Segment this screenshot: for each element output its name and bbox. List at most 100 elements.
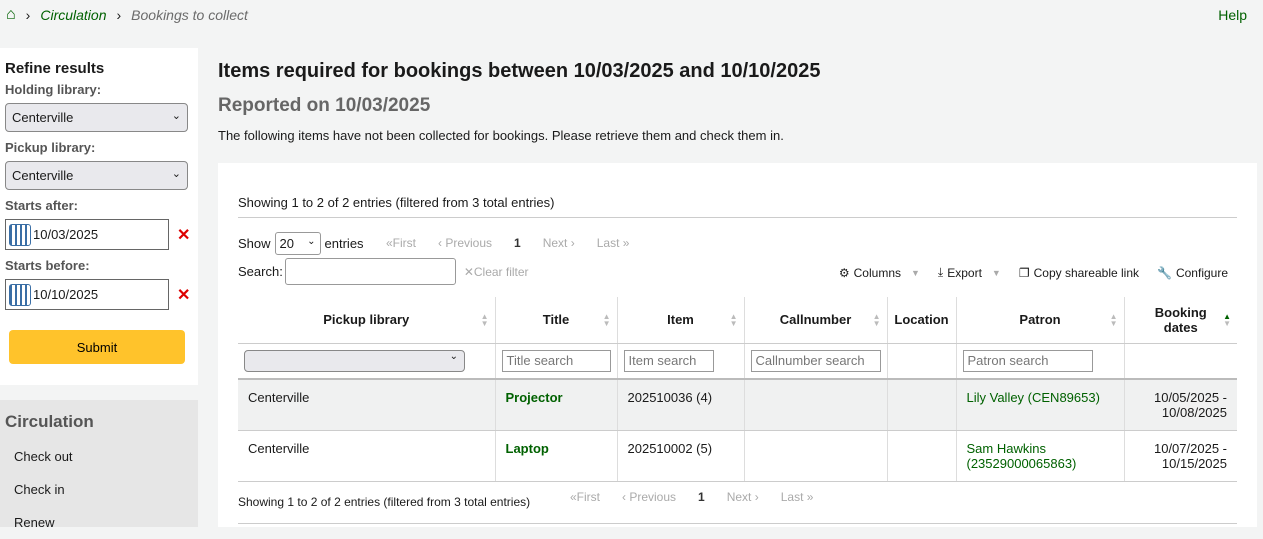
sort-icon: ▲ ▼ bbox=[602, 312, 611, 328]
nav-renew[interactable]: Renew bbox=[14, 515, 55, 530]
columns-button[interactable]: ⚙ Columns ▼ bbox=[839, 265, 920, 280]
header-label: Callnumber bbox=[779, 312, 852, 328]
header-label: Item bbox=[667, 312, 694, 328]
calendar-icon[interactable] bbox=[9, 223, 31, 246]
pickup-library-select[interactable]: Centerville ⌄ bbox=[5, 161, 188, 190]
header-label: Booking dates bbox=[1154, 304, 1207, 335]
starts-after-input[interactable]: 10/03/2025 bbox=[5, 219, 169, 250]
header-patron[interactable]: Patron ▲ ▼ bbox=[955, 297, 1124, 344]
header-title[interactable]: Title ▲ ▼ bbox=[494, 297, 617, 344]
starts-after-value: 10/03/2025 bbox=[33, 227, 99, 242]
filter-patron[interactable]: Patron search bbox=[962, 349, 1093, 372]
cell-item: 202510002 (5) bbox=[616, 430, 744, 482]
bookings-table: Pickup library ▲ ▼ Title ▲ ▼ Item ▲ ▼ Callnumb… bbox=[238, 297, 1237, 482]
refine-results-panel: Refine results Holding library: Centervi… bbox=[0, 48, 198, 385]
chevron-down-icon: ⌄ bbox=[244, 349, 465, 372]
patron-link[interactable]: Sam Hawkins (23529000065863) bbox=[966, 441, 1077, 471]
chevron-down-icon: ⌄ bbox=[171, 110, 181, 122]
pickup-library-value: Centerville bbox=[12, 168, 74, 183]
filter-item[interactable]: Item search bbox=[623, 349, 714, 372]
sort-icon: ▲ ▼ bbox=[480, 312, 489, 328]
refine-title: Refine results bbox=[5, 60, 105, 77]
title-link[interactable]: Projector bbox=[505, 390, 563, 405]
cell-location bbox=[886, 430, 956, 482]
header-booking-dates[interactable]: Booking dates ▲ ▼ bbox=[1123, 297, 1237, 344]
calendar-icon[interactable] bbox=[9, 283, 31, 306]
download-icon: ⤓ bbox=[937, 265, 944, 279]
dates-end: 10/08/2025 bbox=[1161, 405, 1227, 420]
pager-first-bottom[interactable]: «First bbox=[570, 490, 600, 504]
search-label: Search: bbox=[238, 264, 283, 279]
help-link[interactable]: Help bbox=[1218, 7, 1247, 23]
home-icon[interactable]: ⌂ bbox=[6, 6, 16, 23]
table-row: Centerville Laptop 202510002 (5) Sam Haw… bbox=[238, 430, 1237, 482]
configure-button[interactable]: 🔧 Configure bbox=[1157, 265, 1228, 280]
cell-item: 202510036 (4) bbox=[616, 379, 744, 431]
holding-library-value: Centerville bbox=[12, 110, 74, 125]
configure-label: Configure bbox=[1175, 265, 1228, 280]
pager-last-bottom[interactable]: Last » bbox=[780, 490, 814, 504]
divider bbox=[238, 523, 1237, 524]
clear-date-icon[interactable]: ✕ bbox=[177, 226, 191, 244]
cell-callnumber bbox=[743, 379, 887, 431]
pickup-library-label: Pickup library: bbox=[5, 140, 96, 155]
page-size-select[interactable]: 20 ⌄ bbox=[274, 232, 321, 255]
starts-before-input[interactable]: 10/10/2025 bbox=[5, 279, 169, 310]
clear-date-icon[interactable]: ✕ bbox=[177, 286, 191, 304]
description: The following items have not been collec… bbox=[218, 128, 784, 143]
pager-previous[interactable]: ‹ Previous bbox=[438, 236, 493, 250]
show-label: Show bbox=[238, 236, 271, 251]
header-pickup-library[interactable]: Pickup library ▲ ▼ bbox=[238, 297, 495, 344]
filter-title[interactable]: Title search bbox=[501, 349, 611, 372]
submit-button[interactable]: Submit bbox=[9, 330, 185, 364]
breadcrumb: ⌂ › Circulation › Bookings to collect bbox=[6, 6, 248, 24]
divider bbox=[238, 217, 1237, 218]
chevron-down-icon: ⌄ bbox=[171, 168, 181, 180]
nav-check-in[interactable]: Check in bbox=[14, 482, 65, 497]
header-location: Location bbox=[886, 297, 956, 344]
filter-location-empty bbox=[886, 343, 956, 380]
pager-previous-bottom[interactable]: ‹ Previous bbox=[622, 490, 677, 504]
results-panel: Showing 1 to 2 of 2 entries (filtered fr… bbox=[218, 163, 1257, 527]
caret-down-icon: ▼ bbox=[991, 267, 1001, 278]
sort-icon: ▲ ▼ bbox=[872, 312, 881, 328]
filter-callnumber[interactable]: Callnumber search bbox=[750, 349, 881, 372]
pager-next[interactable]: Next › bbox=[542, 236, 575, 250]
export-button[interactable]: ⤓ Export ▼ bbox=[938, 265, 1001, 280]
breadcrumb-separator: › bbox=[25, 7, 31, 23]
starts-after-label: Starts after: bbox=[5, 198, 78, 213]
title-link[interactable]: Laptop bbox=[505, 441, 549, 456]
header-label: Pickup library bbox=[323, 312, 410, 328]
wrench-icon: 🔧 bbox=[1157, 265, 1172, 280]
export-label: Export bbox=[947, 265, 982, 280]
table-info: Showing 1 to 2 of 2 entries (filtered fr… bbox=[238, 195, 555, 210]
pager-current[interactable]: 1 bbox=[514, 236, 521, 250]
cell-pickup: Centerville bbox=[238, 430, 495, 482]
columns-label: Columns bbox=[853, 265, 901, 280]
pager-next-bottom[interactable]: Next › bbox=[726, 490, 759, 504]
circulation-nav-title: Circulation bbox=[5, 412, 94, 431]
sort-asc-icon: ▲ ▼ bbox=[1223, 312, 1231, 328]
table-info-bottom: Showing 1 to 2 of 2 entries (filtered fr… bbox=[238, 495, 531, 509]
holding-library-select[interactable]: Centerville ⌄ bbox=[5, 103, 188, 132]
patron-link[interactable]: Lily Valley (CEN89653) bbox=[966, 390, 1100, 405]
pager-first[interactable]: «First bbox=[386, 236, 416, 250]
breadcrumb-circulation[interactable]: Circulation bbox=[40, 7, 107, 23]
nav-check-out[interactable]: Check out bbox=[14, 449, 73, 464]
filter-pickup-library[interactable]: ⌄ bbox=[238, 343, 495, 380]
dates-start: 10/05/2025 - bbox=[1153, 390, 1227, 405]
breadcrumb-current: Bookings to collect bbox=[131, 7, 248, 23]
x-icon: ✕ bbox=[463, 264, 474, 279]
header-label: Patron bbox=[1019, 312, 1061, 328]
header-item[interactable]: Item ▲ ▼ bbox=[616, 297, 744, 344]
clear-filter-button[interactable]: ✕Clear filter bbox=[464, 265, 529, 279]
page-title: Items required for bookings between 10/0… bbox=[218, 60, 821, 82]
filter-dates-empty bbox=[1123, 343, 1237, 380]
dates-start: 10/07/2025 - bbox=[1153, 441, 1227, 456]
copy-link-button[interactable]: ❐ Copy shareable link bbox=[1019, 265, 1139, 280]
search-input[interactable] bbox=[284, 258, 456, 285]
pager-last[interactable]: Last » bbox=[596, 236, 630, 250]
header-callnumber[interactable]: Callnumber ▲ ▼ bbox=[743, 297, 887, 344]
pager-current-bottom[interactable]: 1 bbox=[698, 490, 705, 504]
sort-icon: ▲ ▼ bbox=[1109, 312, 1118, 328]
